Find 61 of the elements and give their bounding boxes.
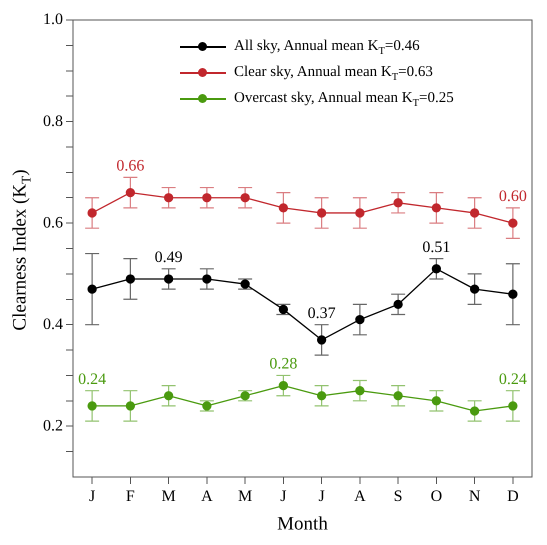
point [508,218,518,228]
point [393,198,403,208]
y-tick-label: 0.6 [43,214,63,232]
x-tick-label: J [318,488,325,505]
point [508,290,518,299]
data-label: 0.28 [269,356,298,373]
x-tick-label: J [89,488,96,505]
legend-label: Overcast sky, Annual mean K$_{T}$=0.25 [234,90,454,108]
point [126,274,136,284]
point [126,188,136,198]
x-tick-label: A [201,488,214,505]
point [202,193,212,202]
point [470,208,480,218]
point [240,193,250,202]
point [355,208,365,218]
legend-label: All sky, Annual mean K$_{T}$=0.46 [234,38,420,56]
point [164,274,174,284]
point [432,203,442,213]
y-tick-label: 0.2 [43,417,63,434]
point [355,314,365,324]
y-tick-label: 0.4 [43,316,63,333]
x-tick-label: O [430,488,442,505]
legend-label: Clear sky, Annual mean K$_{T}$=0.63 [234,64,433,82]
data-label: 0.24 [78,370,106,388]
point [278,203,288,213]
y-tick-label: 1.0 [43,11,63,28]
point [432,264,442,274]
point [508,401,518,411]
point [164,193,174,202]
point [126,401,136,411]
point [393,391,403,400]
x-tick-label: F [126,488,135,505]
x-axis-title: Month [277,514,328,535]
data-label: 0.37 [308,304,336,322]
x-tick-label: A [354,488,366,505]
data-label: 0.51 [422,238,450,256]
x-tick-label: M [238,488,252,505]
data-label: 0.66 [116,158,144,175]
x-tick-label: N [468,488,481,505]
point [470,406,480,416]
data-label: 0.49 [154,249,183,266]
point [316,208,326,218]
point [470,284,480,294]
point [393,300,403,310]
point [432,396,442,406]
x-tick-label: M [162,488,176,505]
point [87,401,97,411]
x-tick-label: S [394,488,403,505]
point [278,380,288,390]
point [164,391,174,400]
point [355,386,365,396]
point [316,391,326,400]
point [316,335,326,345]
x-tick-label: D [507,488,519,505]
data-label: 0.24 [498,370,527,388]
y-tick-label: 0.8 [43,112,63,130]
point [202,274,212,284]
point [87,284,97,294]
data-label: 0.60 [498,188,527,206]
point [87,208,97,218]
x-tick-label: J [280,488,286,505]
